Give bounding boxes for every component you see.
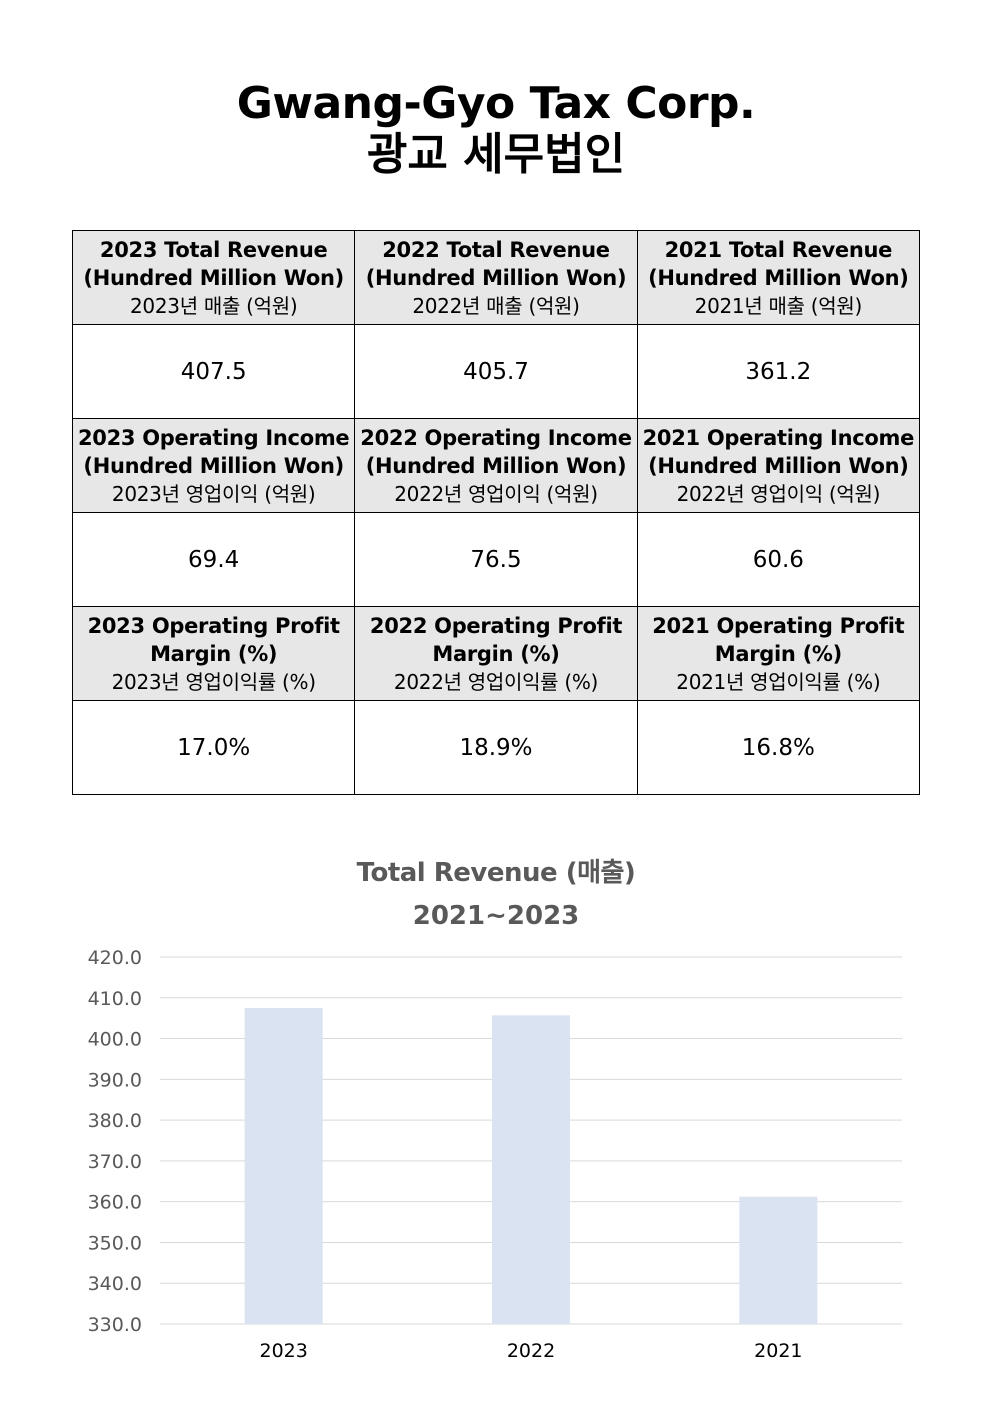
- header-cell-margin-2021: 2021 Operating Profit Margin (%) 2021년 영…: [636, 606, 921, 701]
- table-header-row-operating-income: 2023 Operating Income (Hundred Million W…: [71, 418, 921, 513]
- x-tick-label: 2023: [259, 1340, 307, 1362]
- chart-subtitle: 2021~2023: [413, 901, 580, 931]
- table-header-row-profit-margin: 2023 Operating Profit Margin (%) 2023년 영…: [71, 606, 921, 701]
- y-tick-label: 400.0: [88, 1029, 142, 1051]
- header-cell-income-2022: 2022 Operating Income (Hundred Million W…: [354, 418, 638, 513]
- title-english: Gwang-Gyo Tax Corp.: [236, 78, 756, 129]
- y-tick-label: 330.0: [88, 1314, 142, 1336]
- revenue-bar-chart-svg: Total Revenue (매출) 2021~2023 420.0410.04…: [88, 858, 902, 1362]
- chart-title: Total Revenue (매출): [357, 858, 636, 888]
- chart-x-axis-ticks: 2023 2022 2021: [259, 1340, 802, 1362]
- y-tick-label: 420.0: [88, 947, 142, 969]
- x-tick-label: 2022: [507, 1340, 555, 1362]
- header-cell-revenue-2022: 2022 Total Revenue (Hundred Million Won)…: [354, 230, 638, 325]
- table-header-row-revenue: 2023 Total Revenue (Hundred Million Won)…: [71, 230, 921, 325]
- value-cell-revenue-2023: 407.5: [71, 324, 356, 419]
- y-tick-label: 410.0: [88, 988, 142, 1010]
- chart-y-axis-ticks: 420.0 410.0 400.0 390.0 380.0 370.0 360.0 350.0…: [88, 947, 142, 1336]
- header-cell-income-2021: 2021 Operating Income (Hundred Million W…: [636, 418, 921, 513]
- value-cell-margin-2023: 17.0%: [71, 700, 356, 795]
- document-title: Gwang-Gyo Tax Corp. 광교 세무법인: [0, 78, 992, 180]
- y-tick-label: 340.0: [88, 1273, 142, 1295]
- bar-2023: [244, 1007, 323, 1324]
- table-value-row-operating-income: 69.4 76.5 60.6: [71, 512, 921, 607]
- value-cell-margin-2021: 16.8%: [636, 700, 921, 795]
- x-tick-label: 2021: [754, 1340, 802, 1362]
- y-tick-label: 360.0: [88, 1192, 142, 1214]
- revenue-chart: Total Revenue (매출) 2021~2023 420.0 410.0 4…: [0, 840, 992, 1380]
- value-cell-margin-2022: 18.9%: [354, 700, 638, 795]
- value-cell-revenue-2022: 405.7: [354, 324, 638, 419]
- bar-2021: [739, 1196, 818, 1324]
- y-tick-label: 370.0: [88, 1151, 142, 1173]
- header-cell-margin-2022: 2022 Operating Profit Margin (%) 2022년 영…: [354, 606, 638, 701]
- value-cell-revenue-2021: 361.2: [636, 324, 921, 419]
- title-korean: 광교 세무법인: [366, 129, 626, 180]
- header-cell-revenue-2023: 2023 Total Revenue (Hundred Million Won)…: [71, 230, 356, 325]
- bar-2022: [492, 1015, 570, 1324]
- value-cell-income-2022: 76.5: [354, 512, 638, 607]
- y-tick-label: 390.0: [88, 1069, 142, 1091]
- chart-bars: [244, 1007, 818, 1324]
- table-value-row-revenue: 407.5 405.7 361.2: [71, 324, 921, 419]
- header-cell-margin-2023: 2023 Operating Profit Margin (%) 2023년 영…: [71, 606, 356, 701]
- table-value-row-profit-margin: 17.0% 18.9% 16.8%: [71, 700, 921, 795]
- y-tick-label: 380.0: [88, 1110, 142, 1132]
- y-tick-label: 350.0: [88, 1232, 142, 1254]
- header-cell-revenue-2021: 2021 Total Revenue (Hundred Million Won)…: [636, 230, 921, 325]
- financial-summary-table: 2023 Total Revenue (Hundred Million Won)…: [71, 230, 921, 795]
- value-cell-income-2023: 69.4: [71, 512, 356, 607]
- value-cell-income-2021: 60.6: [636, 512, 921, 607]
- header-cell-income-2023: 2023 Operating Income (Hundred Million W…: [71, 418, 356, 513]
